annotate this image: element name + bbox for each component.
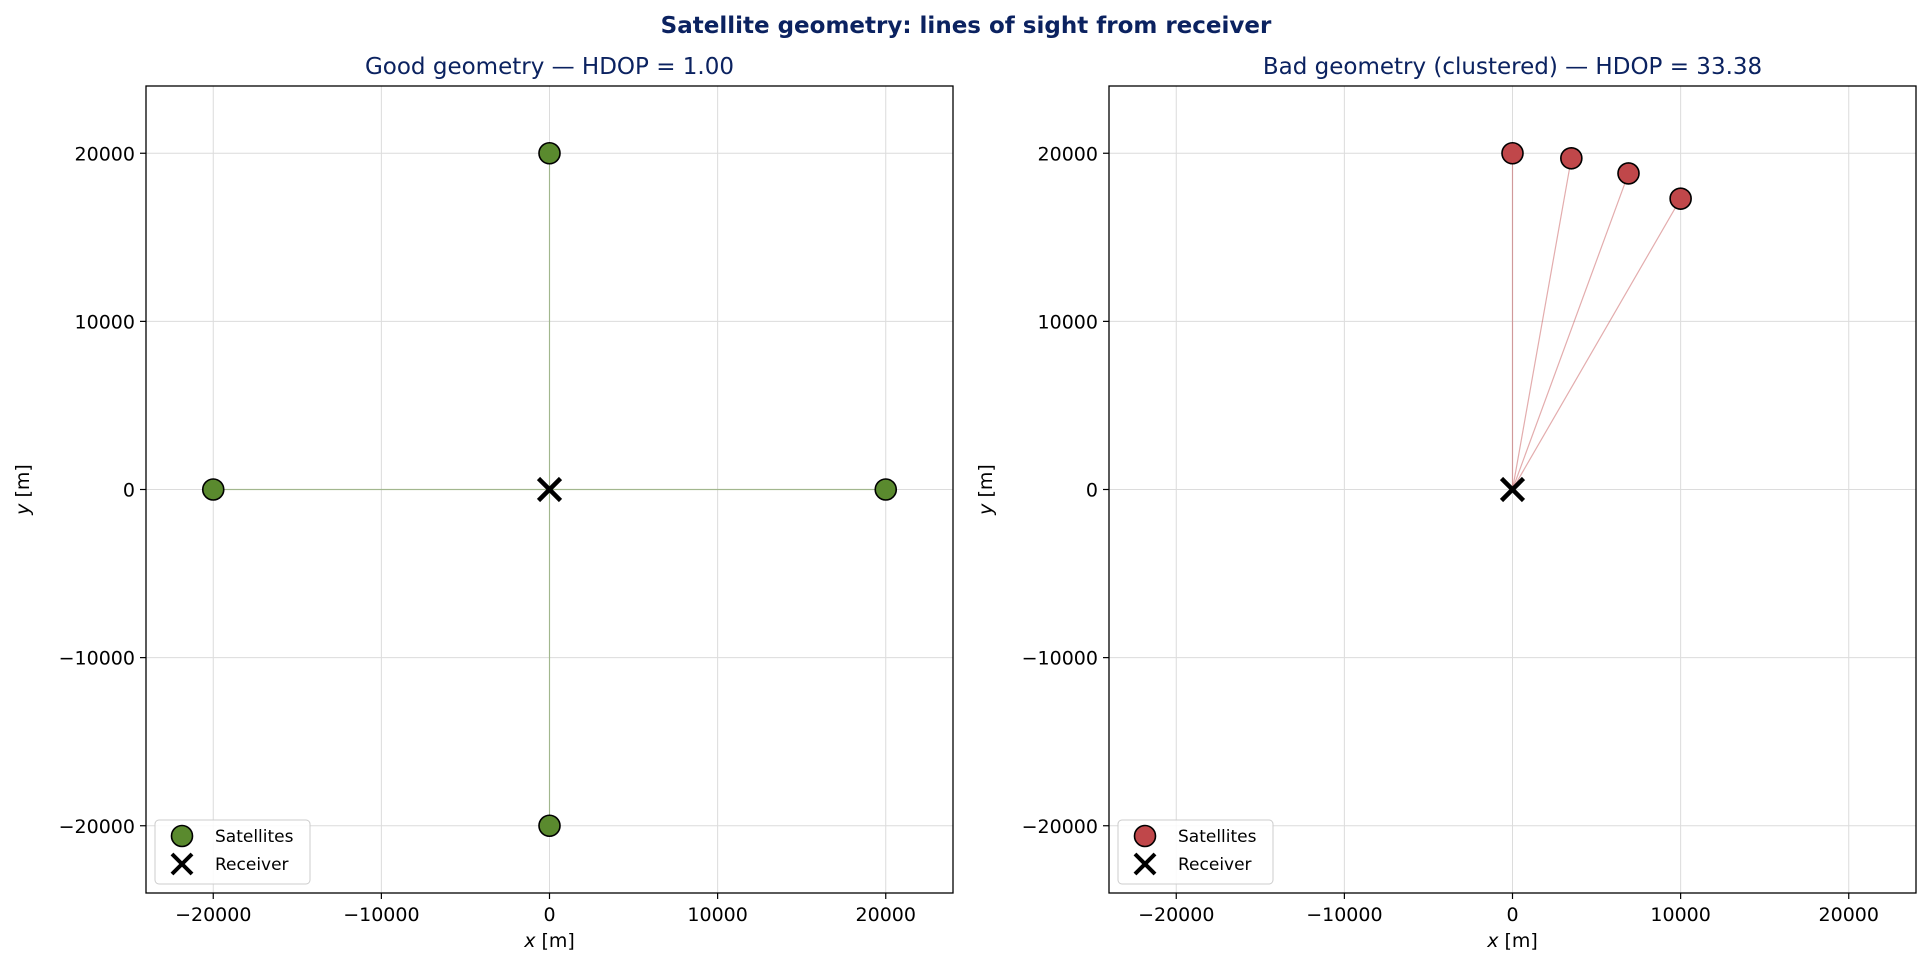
x-tick-label: 10000: [1650, 904, 1710, 926]
x-tick-label: 20000: [856, 904, 916, 926]
y-axis-label: y [m]: [12, 464, 34, 516]
line-of-sight: [1511, 173, 1630, 490]
y-axis-label: y [m]: [975, 464, 997, 516]
y-tick-label: 20000: [75, 143, 135, 165]
legend-box: [154, 819, 311, 885]
y-axis-unit: [m]: [975, 464, 997, 503]
legend-receiver-marker: [1133, 852, 1157, 876]
satellite-point: [1560, 146, 1583, 170]
chart-title: Bad geometry (clustered) — HDOP = 33.38: [1263, 54, 1762, 80]
satellite-point: [201, 478, 225, 501]
satellite-point: [538, 141, 561, 165]
figure-title: Satellite geometry: lines of sight from …: [661, 13, 1272, 39]
x-axis-unit: [m]: [1498, 930, 1537, 952]
y-tick-label: 10000: [1038, 311, 1098, 333]
y-tick-label: −20000: [1022, 816, 1098, 838]
legend-satellite-marker: [170, 824, 194, 848]
legend-satellite-marker: [1133, 824, 1157, 848]
legend: Satellites Receiver: [154, 819, 311, 885]
line-of-sight: [1511, 158, 1572, 490]
x-tick-label: 10000: [687, 904, 747, 926]
satellite-point: [1617, 162, 1640, 185]
y-tick-label: −10000: [1022, 648, 1098, 670]
legend-label-satellites: Satellites: [215, 827, 294, 847]
y-tick-label: 0: [123, 480, 135, 502]
x-tick-label: 0: [1506, 904, 1518, 926]
x-axis-unit: [m]: [535, 930, 574, 952]
receiver-marker: [1499, 476, 1526, 503]
satellite-point: [1501, 141, 1524, 165]
x-tick-label: 20000: [1819, 904, 1879, 926]
x-tick-label: 0: [543, 904, 555, 926]
x-axis-variable: x: [523, 930, 536, 952]
y-tick-label: 10000: [75, 311, 135, 333]
x-axis-label: x [m]: [1486, 930, 1538, 952]
chart-bad-geometry: −20000 −10000 0 10000 20000 −20000 −10000 0 1000…: [975, 54, 1917, 952]
chart-good-geometry: −20000 −10000 0 10000 20000 −20000 −10000 0 1000…: [12, 54, 954, 952]
x-tick-label: −20000: [1138, 904, 1214, 926]
chart-title: Good geometry — HDOP = 1.00: [365, 54, 734, 80]
x-tick-label: −10000: [1306, 904, 1382, 926]
x-axis-variable: x: [1486, 930, 1499, 952]
y-axis-variable: y: [975, 503, 997, 516]
y-axis-variable: y: [12, 503, 34, 516]
legend-label-receiver: Receiver: [1178, 855, 1252, 875]
y-axis-unit: [m]: [12, 464, 34, 503]
satellite-point: [1669, 187, 1692, 210]
legend-box: [1117, 819, 1274, 885]
x-tick-label: −10000: [343, 904, 419, 926]
receiver-marker: [536, 476, 563, 503]
y-tick-label: −10000: [59, 648, 135, 670]
legend-receiver-marker: [170, 852, 194, 876]
line-of-sight: [1511, 198, 1682, 490]
x-axis-label: x [m]: [523, 930, 575, 952]
satellite-point: [874, 478, 898, 501]
legend-label-satellites: Satellites: [1178, 827, 1257, 847]
x-tick-label: −20000: [175, 904, 251, 926]
satellite-point: [538, 814, 561, 838]
y-tick-label: −20000: [59, 816, 135, 838]
y-tick-label: 20000: [1038, 143, 1098, 165]
legend: Satellites Receiver: [1117, 819, 1274, 885]
y-tick-label: 0: [1086, 480, 1098, 502]
legend-label-receiver: Receiver: [215, 855, 289, 875]
